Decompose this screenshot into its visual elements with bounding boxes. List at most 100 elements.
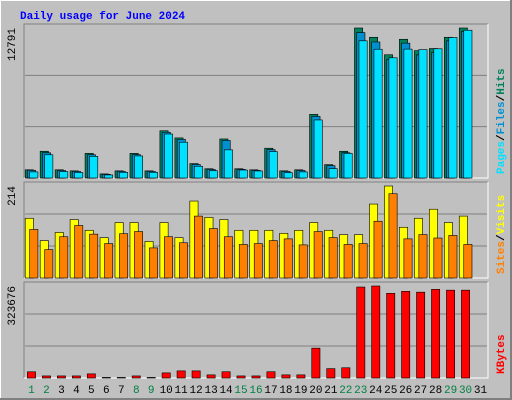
x-tick-label: 1 bbox=[28, 385, 35, 397]
bar bbox=[57, 375, 66, 379]
bar bbox=[206, 374, 216, 379]
bar bbox=[74, 172, 84, 179]
bar bbox=[433, 237, 443, 279]
bar bbox=[283, 172, 293, 179]
bar bbox=[448, 235, 458, 279]
bar bbox=[134, 231, 143, 279]
plot-area bbox=[24, 282, 488, 378]
bar bbox=[119, 172, 129, 179]
bar bbox=[403, 48, 413, 179]
bar bbox=[116, 377, 126, 379]
bar bbox=[134, 155, 143, 179]
bar bbox=[343, 153, 353, 179]
x-tick-label: 17 bbox=[264, 385, 277, 397]
legend: Sites/Visits bbox=[496, 195, 508, 274]
bar bbox=[194, 215, 203, 279]
bar bbox=[388, 193, 398, 279]
x-tick-label: 20 bbox=[309, 385, 322, 397]
bar bbox=[179, 141, 188, 179]
bar bbox=[328, 168, 338, 179]
bar bbox=[59, 171, 69, 179]
bar bbox=[328, 237, 338, 279]
bar bbox=[343, 244, 353, 279]
x-tick-label: 11 bbox=[175, 385, 189, 397]
bar bbox=[386, 292, 396, 379]
bar bbox=[86, 373, 96, 379]
legend-entry: Sites bbox=[496, 241, 508, 274]
bar bbox=[42, 375, 51, 379]
bar bbox=[358, 243, 368, 279]
bar bbox=[164, 236, 173, 279]
bar bbox=[44, 154, 54, 179]
legend-separator: / bbox=[496, 234, 508, 241]
y-tick-label: 12791 bbox=[7, 28, 19, 61]
plot-bevel bbox=[23, 281, 488, 378]
x-tick-label: 27 bbox=[414, 385, 427, 397]
legend: KBytes bbox=[496, 334, 508, 374]
bar bbox=[59, 236, 69, 279]
bar bbox=[298, 244, 308, 279]
bar bbox=[131, 375, 141, 379]
x-tick-label: 3 bbox=[58, 385, 65, 397]
bar bbox=[209, 228, 218, 279]
x-tick-label: 28 bbox=[429, 385, 442, 397]
bar bbox=[463, 29, 473, 179]
bar bbox=[401, 291, 411, 379]
bar bbox=[281, 374, 291, 379]
bar bbox=[119, 233, 129, 279]
bar bbox=[326, 368, 336, 379]
bar bbox=[356, 286, 366, 379]
bar bbox=[418, 234, 428, 279]
bar bbox=[104, 174, 114, 179]
x-tick-label: 18 bbox=[279, 385, 292, 397]
bar bbox=[179, 242, 188, 279]
x-tick-label: 2 bbox=[43, 385, 50, 397]
bar bbox=[71, 375, 81, 379]
bar bbox=[463, 244, 473, 279]
bar bbox=[416, 291, 426, 379]
chart-title: Daily usage for June 2024 bbox=[20, 11, 185, 23]
plot-bevel bbox=[23, 23, 488, 178]
x-tick-label: 9 bbox=[148, 385, 155, 397]
x-tick-label: 24 bbox=[369, 385, 383, 397]
bar bbox=[104, 243, 114, 279]
bar bbox=[448, 37, 458, 179]
x-tick-label: 22 bbox=[339, 385, 352, 397]
legend-separator: / bbox=[496, 94, 508, 101]
bar bbox=[149, 172, 158, 179]
bar bbox=[253, 243, 263, 279]
x-tick-label: 25 bbox=[384, 385, 397, 397]
bar bbox=[221, 371, 231, 379]
bar bbox=[194, 165, 203, 179]
x-tick-label: 26 bbox=[399, 385, 412, 397]
bar bbox=[403, 238, 413, 279]
x-tick-label: 7 bbox=[118, 385, 125, 397]
bar bbox=[373, 220, 383, 279]
bar bbox=[164, 133, 173, 179]
bar bbox=[311, 347, 321, 379]
bar bbox=[446, 289, 455, 379]
y-tick-label: 323676 bbox=[7, 286, 19, 326]
bar bbox=[238, 169, 248, 179]
x-tick-label: 16 bbox=[249, 385, 262, 397]
bar bbox=[176, 370, 186, 379]
x-tick-label: 23 bbox=[354, 385, 367, 397]
bar bbox=[296, 374, 306, 379]
bar bbox=[149, 247, 158, 279]
legend-entry: Files bbox=[496, 101, 508, 134]
legend-entry: Hits bbox=[496, 68, 508, 94]
bar bbox=[373, 48, 383, 179]
bar bbox=[29, 229, 39, 279]
bar bbox=[313, 231, 323, 279]
bar bbox=[461, 289, 470, 379]
plot-bevel bbox=[23, 181, 488, 278]
bar bbox=[223, 236, 233, 279]
bar bbox=[29, 171, 39, 179]
x-tick-label: 29 bbox=[444, 385, 457, 397]
y-tick-label: 214 bbox=[7, 186, 19, 206]
bar bbox=[236, 375, 246, 379]
bar bbox=[433, 48, 443, 179]
x-tick-label: 14 bbox=[219, 385, 233, 397]
